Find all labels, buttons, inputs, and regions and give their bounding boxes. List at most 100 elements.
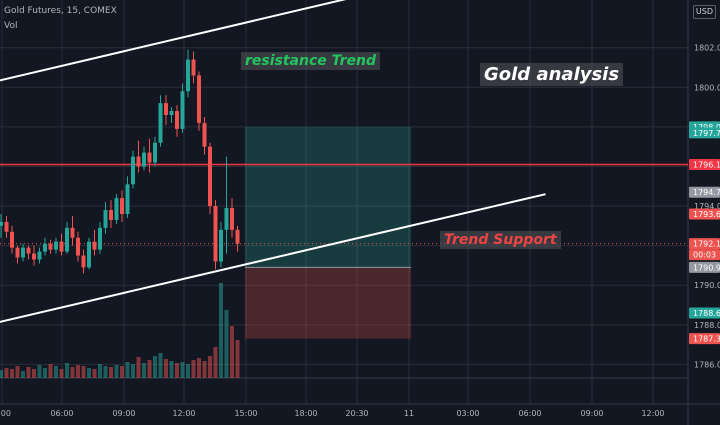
volume-bar (48, 364, 53, 378)
currency-label[interactable]: USD (692, 5, 716, 19)
volume-bar (175, 363, 179, 378)
price-badge: 1793.6 (689, 208, 720, 220)
candle-body (54, 241, 58, 250)
gold-analysis-label[interactable]: Gold analysis (480, 63, 624, 86)
price-badge-bg (689, 238, 720, 250)
volume-bar (4, 368, 9, 378)
price-badge: 1787.3 (689, 333, 720, 345)
y-tick-label: 1788.0 (694, 321, 720, 330)
x-tick-label: 03:00 (456, 409, 479, 418)
volume-bar (208, 356, 212, 378)
volume-bar (136, 357, 141, 378)
volume-bar (186, 364, 190, 378)
volume-bar (32, 369, 36, 378)
price-badge-bg (689, 127, 720, 139)
volume-bar (87, 368, 91, 378)
volume-bar (158, 353, 163, 378)
volume-bar (202, 361, 207, 378)
candle-body (153, 142, 157, 163)
price-badge-text: 1796.1 (693, 160, 720, 169)
x-tick-label: 09:00 (112, 409, 135, 418)
y-tick-label: 1790.0 (694, 281, 720, 290)
candle-body (43, 243, 47, 252)
candle-body (4, 221, 9, 232)
volume-bar (59, 369, 64, 378)
candle-body (169, 111, 174, 116)
y-tick-label: 1794.0 (694, 202, 720, 211)
profit-zone (245, 126, 411, 268)
candle-body (213, 206, 218, 262)
candle-body (224, 208, 229, 230)
x-tick-label: 18:00 (294, 409, 317, 418)
candle-body (180, 91, 185, 129)
loss-zone (245, 267, 411, 339)
candle-body (191, 59, 196, 76)
price-badge-text: 1787.3 (693, 335, 720, 344)
volume-label: Vol (4, 21, 18, 31)
x-tick-label: 20:30 (345, 409, 368, 418)
candle-body (197, 75, 201, 123)
price-badge-text: 1790.9 (693, 263, 720, 272)
volume-bar (0, 370, 3, 378)
resistance-trend-label[interactable]: resistance Trend (241, 52, 381, 70)
candle-body (120, 198, 124, 214)
volume-bar (153, 356, 157, 378)
candle-body (208, 146, 212, 207)
candle-body (70, 227, 75, 238)
price-badge: 1796.1 (689, 158, 720, 170)
price-badge: 1797.7 (689, 127, 720, 139)
volume-bar (213, 347, 218, 378)
candle-body (103, 210, 108, 228)
candle-body (48, 243, 53, 250)
candle-body (158, 103, 163, 143)
price-badge: 1788.6 (689, 307, 720, 319)
symbol-title[interactable]: Gold Futures, 15, COMEX (4, 6, 117, 16)
price-badge-bg (689, 249, 720, 261)
volume-bar (191, 360, 196, 378)
volume-bar (131, 364, 135, 378)
y-tick-label: 1800.0 (694, 83, 720, 92)
price-badge-bg (689, 307, 720, 319)
trend-support-label[interactable]: Trend Support (440, 231, 561, 249)
x-tick-label: 15:00 (234, 409, 257, 418)
volume-bar (230, 326, 234, 378)
candle-body (142, 152, 146, 167)
price-badge-text: 1797.7 (693, 129, 720, 138)
volume-bar (26, 367, 31, 378)
candle-body (175, 111, 179, 129)
price-badge-bg (689, 186, 720, 198)
x-tick-label: 11 (404, 409, 414, 418)
candle-body (21, 247, 25, 258)
x-tick-label: 5:00 (0, 409, 11, 418)
volume-bar (54, 366, 58, 378)
candle-body (219, 229, 223, 262)
price-badge-text: 1794.7 (693, 188, 720, 197)
volume-bar (37, 365, 42, 378)
price-badge-text: 00:03 (693, 251, 716, 260)
x-tick-label: 12:00 (641, 409, 664, 418)
y-tick-label: 1802.0 (694, 44, 720, 53)
volume-bar (180, 362, 185, 378)
x-tick-label: 12:00 (172, 409, 195, 418)
candle-body (10, 231, 14, 248)
candle-body (147, 152, 152, 163)
price-badge-bg (689, 333, 720, 345)
volume-bar (142, 363, 146, 378)
price-badge: 1790.9 (689, 261, 720, 273)
volume-bar (81, 366, 86, 378)
y-tick-label: 1786.0 (694, 360, 720, 369)
volume-bar (125, 362, 130, 378)
volume-bar (103, 366, 108, 378)
x-tick-label: 06:00 (518, 409, 541, 418)
volume-bar (15, 366, 20, 378)
candle-body (15, 247, 20, 258)
volume-bar (224, 310, 229, 378)
price-badge: 1794.7 (689, 186, 720, 198)
candle-body (131, 156, 135, 185)
candle-body (65, 227, 69, 252)
volume-bar (109, 367, 113, 378)
price-badge-text: 1792.1 (693, 240, 720, 249)
candle-body (76, 237, 80, 256)
candle-body (125, 184, 130, 214)
